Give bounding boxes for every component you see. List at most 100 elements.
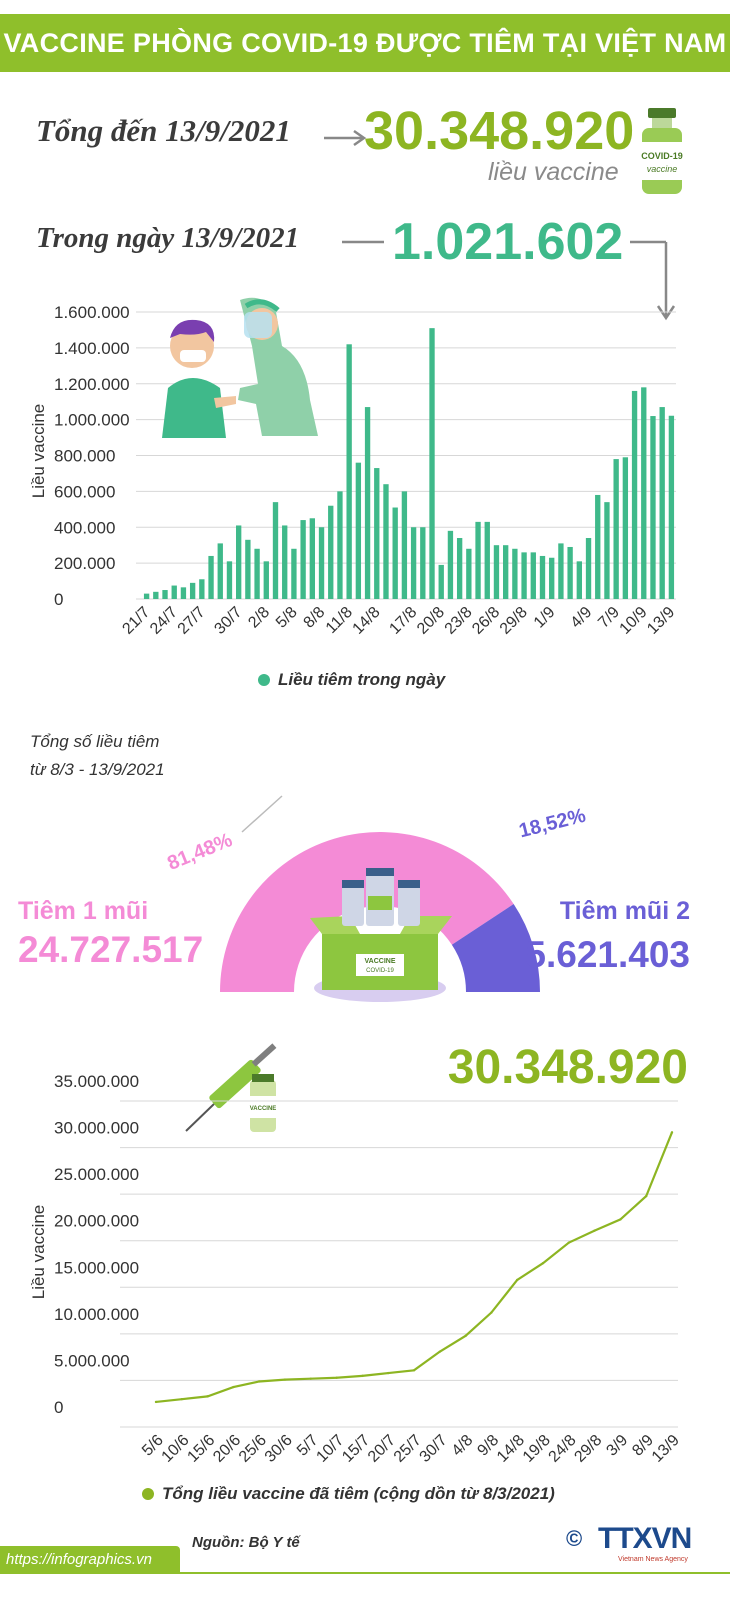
svg-text:COVID-19: COVID-19 bbox=[366, 968, 394, 974]
line-point bbox=[258, 1380, 261, 1383]
pct-label-dose2: 18,52% bbox=[517, 805, 588, 843]
vial-label: COVID-19 bbox=[641, 151, 683, 161]
bar-mark bbox=[512, 548, 518, 599]
box-label: VACCINE bbox=[365, 958, 396, 965]
bar-mark bbox=[318, 527, 325, 599]
pct-label-dose1: 81,48% bbox=[164, 829, 235, 875]
bar-xtick-label: 23/8 bbox=[442, 604, 476, 638]
bar-mark bbox=[521, 552, 527, 599]
donut-slice bbox=[451, 904, 540, 992]
line-point bbox=[154, 1400, 158, 1404]
bar-mark bbox=[604, 502, 610, 599]
footer-url[interactable]: https://infographics.vn bbox=[6, 1551, 152, 1568]
line-point bbox=[567, 1241, 570, 1244]
bar-mark bbox=[622, 457, 629, 599]
line-xtick-label: 14/8 bbox=[494, 1432, 528, 1466]
line-xtick-label: 30/6 bbox=[262, 1432, 296, 1466]
legend-dot-teal bbox=[258, 674, 270, 686]
bar-xtick-label: 21/7 bbox=[119, 604, 153, 638]
header-banner: VACCINE PHÒNG COVID-19 ĐƯỢC TIÊM TẠI VIỆ… bbox=[0, 14, 730, 72]
bar-mark bbox=[576, 561, 582, 599]
bar-ytick-label: 200.000 bbox=[54, 554, 115, 573]
bar-ytick-label: 1.000.000 bbox=[54, 411, 130, 430]
bar-ytick-label: 1.200.000 bbox=[54, 375, 130, 394]
line-point bbox=[593, 1229, 596, 1232]
total-unit: liều vaccine bbox=[488, 158, 619, 186]
bar-mark bbox=[346, 344, 352, 599]
bar-xtick-label: 17/8 bbox=[386, 604, 420, 638]
bar-mark bbox=[374, 468, 380, 599]
bar-mark bbox=[595, 494, 601, 599]
bar-legend: Liều tiêm trong ngày bbox=[258, 670, 445, 690]
line-ytick-label: 30.000.000 bbox=[54, 1119, 139, 1138]
bar-mark bbox=[585, 538, 592, 599]
bar-mark bbox=[300, 520, 306, 599]
line-point bbox=[361, 1374, 364, 1378]
footer-url-bar: https://infographics.vn bbox=[0, 1546, 180, 1574]
legend-dot-olive bbox=[142, 1488, 154, 1500]
bar-mark bbox=[558, 543, 564, 599]
bar-mark bbox=[456, 538, 463, 599]
bar-mark bbox=[650, 416, 656, 599]
bar-mark bbox=[438, 564, 444, 599]
bar-xtick-label: 5/8 bbox=[273, 604, 301, 632]
footer-line bbox=[180, 1572, 730, 1574]
bar-mark bbox=[447, 530, 454, 599]
dose-share-semi-donut: TTXVN 81,48% 18,52% VACCINE COVID-19 Tiê… bbox=[18, 781, 690, 1002]
bar-mark bbox=[420, 527, 426, 599]
bar-mark bbox=[429, 328, 435, 599]
bar-mark bbox=[328, 505, 334, 599]
bar-mark bbox=[171, 585, 177, 599]
bar-mark bbox=[263, 561, 269, 599]
bar-mark bbox=[291, 548, 297, 599]
line-series bbox=[155, 1131, 674, 1404]
bar-mark bbox=[392, 507, 398, 599]
svg-text:vaccine: vaccine bbox=[647, 164, 678, 174]
line-point bbox=[180, 1397, 183, 1401]
bar-mark bbox=[567, 546, 573, 599]
line-xtick-label: 20/7 bbox=[365, 1432, 399, 1466]
line-xtick-label: 10/6 bbox=[159, 1432, 193, 1466]
line-point bbox=[387, 1371, 390, 1375]
bar-mark bbox=[355, 462, 362, 599]
bar-ytick-label: 800.000 bbox=[54, 447, 115, 466]
line-ytick-label: 25.000.000 bbox=[54, 1165, 139, 1184]
line-xtick-label: 10/7 bbox=[313, 1432, 347, 1466]
line-ytick-label: 20.000.000 bbox=[54, 1212, 139, 1231]
line-xtick-label: 25/7 bbox=[391, 1432, 425, 1466]
bar-mark bbox=[410, 527, 417, 599]
arrow-right-icon bbox=[324, 129, 367, 147]
bar-xtick-label: 14/8 bbox=[350, 604, 384, 638]
dose1-value: 24.727.517 bbox=[18, 929, 203, 970]
line-point bbox=[438, 1350, 441, 1353]
line-point bbox=[309, 1377, 312, 1380]
line-xtick-label: 30/7 bbox=[417, 1432, 451, 1466]
bar-mark bbox=[668, 415, 675, 599]
ttxvn-logo-sub: Vietnam News Agency bbox=[618, 1556, 688, 1563]
line-point bbox=[206, 1395, 209, 1398]
bar-mark bbox=[153, 591, 159, 599]
bar-mark bbox=[217, 543, 223, 599]
bar-mark bbox=[466, 548, 472, 599]
bar-mark bbox=[282, 525, 288, 599]
bar-ylabel: Liều vaccine bbox=[29, 404, 48, 499]
bar-mark bbox=[503, 545, 509, 599]
bar-mark bbox=[383, 484, 389, 599]
bar-ytick-label: 1.600.000 bbox=[54, 303, 130, 322]
line-xtick-label: 15/7 bbox=[339, 1432, 373, 1466]
bar-xtick-label: 4/9 bbox=[568, 604, 596, 632]
ttxvn-logo: TTXVN bbox=[598, 1522, 692, 1555]
line-legend: Tổng liều vaccine đã tiêm (cộng dồn từ 8… bbox=[142, 1484, 555, 1504]
vaccination-illustration bbox=[162, 297, 318, 438]
syringe-illustration: VACCINE bbox=[185, 1043, 277, 1132]
line-ytick-label: 35.000.000 bbox=[54, 1072, 139, 1091]
vaccine-vial-icon: COVID-19 vaccine bbox=[641, 108, 683, 194]
dose2-value: 5.621.403 bbox=[525, 934, 690, 975]
line-ytick-label: 10.000.000 bbox=[54, 1305, 139, 1324]
bar-mark bbox=[539, 555, 546, 599]
bar-mark bbox=[613, 459, 619, 599]
bar-ytick-label: 600.000 bbox=[54, 482, 115, 501]
bar-mark bbox=[254, 548, 260, 599]
line-ytick-label: 15.000.000 bbox=[54, 1258, 139, 1277]
bar-xtick-label: 27/7 bbox=[175, 604, 209, 638]
